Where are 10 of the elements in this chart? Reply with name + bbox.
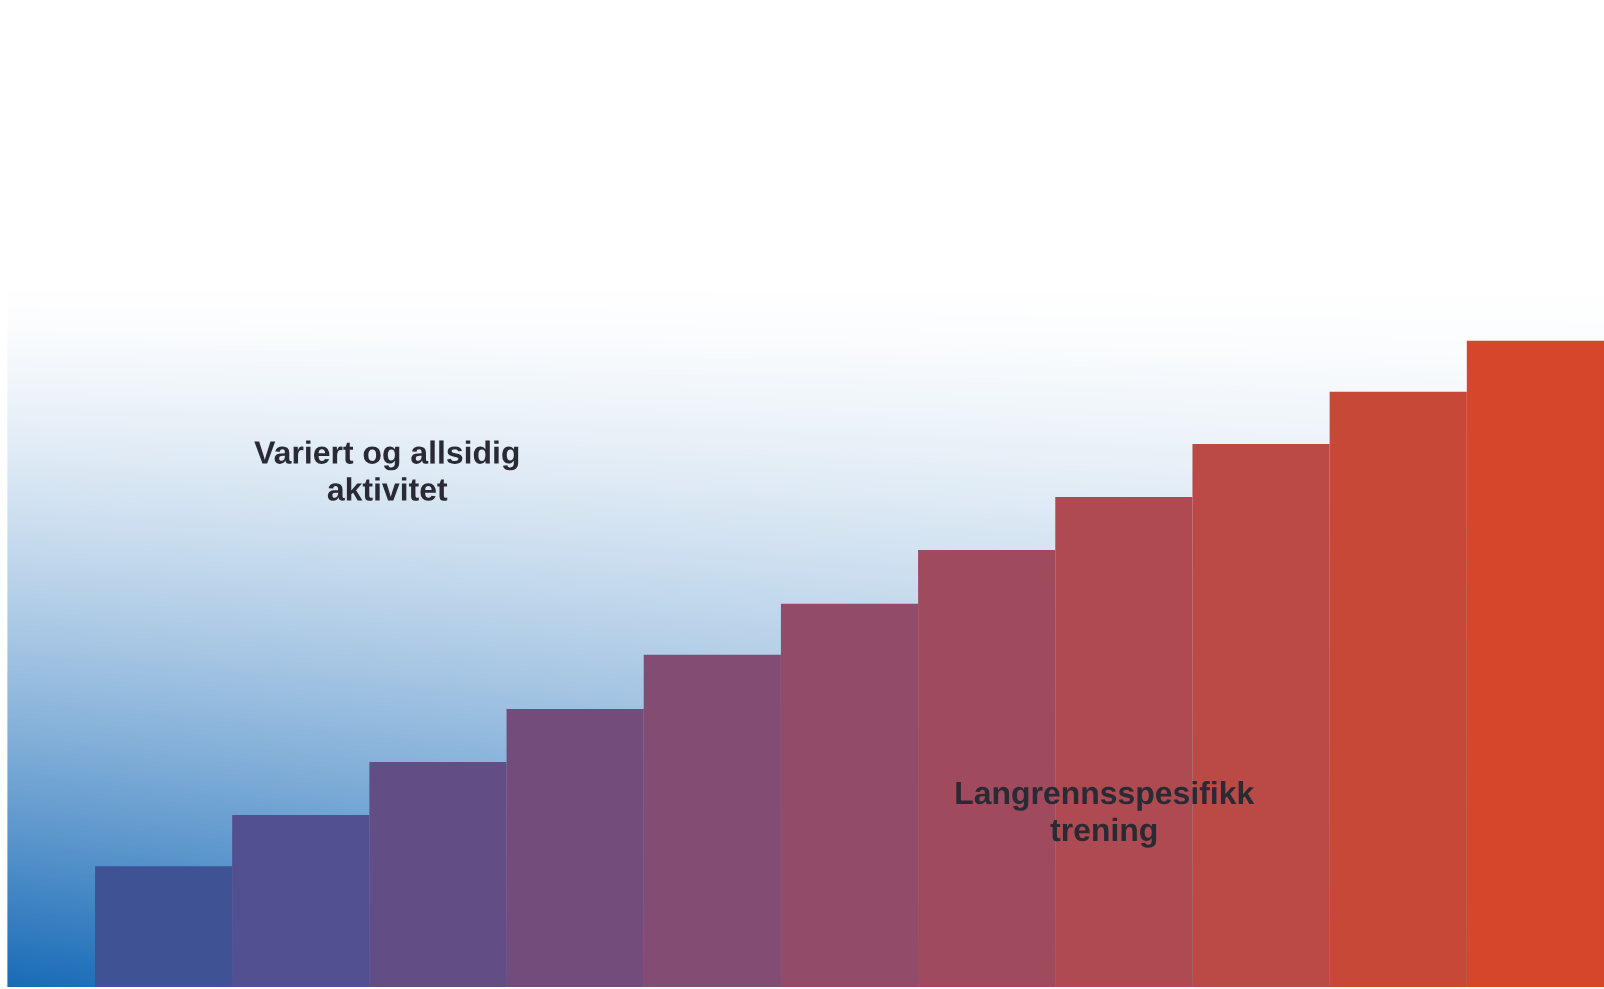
annotation: Variert og allsidig aktivitet xyxy=(254,440,519,501)
annotation: Langrennsspesifikk trening xyxy=(956,780,1255,848)
bar xyxy=(780,603,919,988)
bar xyxy=(95,866,233,988)
bar xyxy=(1466,340,1604,988)
bar xyxy=(506,709,644,988)
bar xyxy=(1329,391,1467,988)
bar xyxy=(369,762,507,988)
bar xyxy=(232,815,370,988)
bar xyxy=(643,654,781,988)
